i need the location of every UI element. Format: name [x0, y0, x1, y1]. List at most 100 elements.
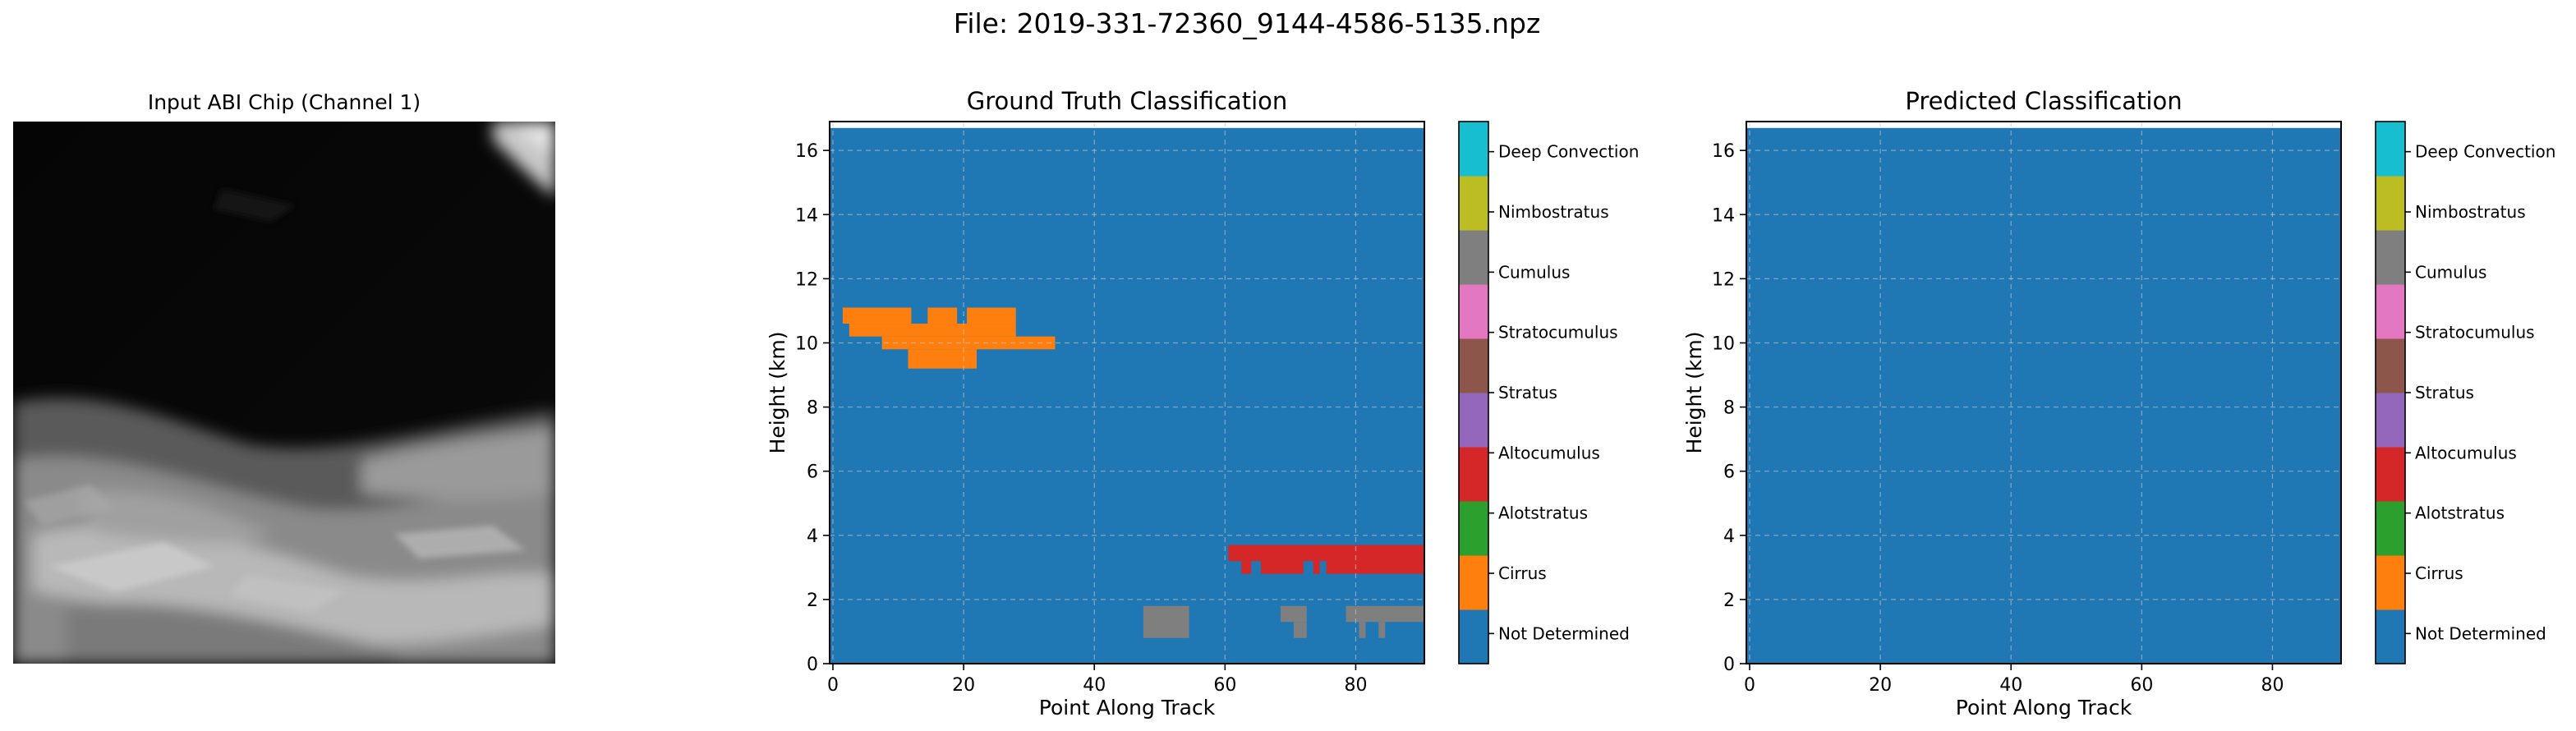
- colorbar-label: Deep Convection: [2415, 142, 2555, 162]
- class-region-cumulus: [1359, 622, 1366, 638]
- colorbar-segment: [1459, 393, 1488, 448]
- y-tick-label: 8: [1723, 398, 1735, 419]
- class-region-cumulus: [1280, 605, 1307, 623]
- class-region-cirrus: [927, 307, 958, 324]
- predicted-xlabel: Point Along Track: [1956, 696, 2132, 720]
- y-tick-label: 0: [807, 655, 818, 675]
- class-region-cumulus: [1143, 605, 1189, 638]
- colorbar-segment: [2376, 393, 2405, 448]
- y-tick-label: 2: [1723, 591, 1735, 611]
- y-tick-label: 12: [795, 269, 818, 290]
- y-tick-label: 6: [1723, 462, 1735, 483]
- class-region-altocumulus: [1261, 561, 1304, 574]
- colorbar-label: Not Determined: [2415, 623, 2546, 643]
- y-tick-label: 10: [1712, 333, 1735, 354]
- colorbar-segment: [2376, 447, 2405, 502]
- colorbar-segment: [2376, 609, 2405, 664]
- colorbar-segment: [2376, 501, 2405, 556]
- colorbar-segment: [1459, 230, 1488, 285]
- colorbar-segment: [2376, 122, 2405, 177]
- colorbar-label: Altocumulus: [2415, 443, 2517, 462]
- colorbar-label: Nimbostratus: [2415, 202, 2526, 222]
- y-tick-label: 16: [795, 141, 818, 162]
- colorbar-segment: [1459, 338, 1488, 393]
- x-tick-label: 80: [2261, 675, 2284, 696]
- colorbar-label: Cumulus: [2415, 262, 2486, 282]
- ground-truth-colorbar: Not Determined Cirrus Alotstratus Altocumul…: [1458, 121, 1639, 664]
- class-region-cirrus: [842, 307, 912, 324]
- y-tick-label: 4: [1723, 526, 1735, 547]
- class-region-cumulus: [1346, 605, 1424, 623]
- x-tick-label: 40: [1083, 675, 1106, 696]
- ground-truth-x-ticks: 0 20 40 60 80: [827, 664, 1367, 696]
- class-region-altocumulus: [1313, 561, 1320, 574]
- ground-truth-y-ticks: 0 2 4 6 8 10 12 14 16: [795, 141, 830, 675]
- colorbar-segment: [1459, 447, 1488, 502]
- x-tick-label: 0: [1744, 675, 1755, 696]
- class-region-cirrus: [908, 349, 978, 369]
- colorbar-label: Cumulus: [1498, 262, 1570, 282]
- y-tick-label: 14: [795, 205, 818, 226]
- colorbar-segment: [2376, 230, 2405, 285]
- colorbar-label: Stratus: [2415, 383, 2474, 402]
- colorbar-label: Not Determined: [1498, 623, 1630, 643]
- x-tick-label: 80: [1344, 675, 1367, 696]
- predicted-title: Predicted Classification: [1905, 87, 2182, 115]
- predicted-panel: Predicted Classification 0 20 40 60 80 0 2 4 6 8…: [1682, 87, 2555, 720]
- abi-chip-image: [13, 122, 555, 664]
- colorbar-segment: [2376, 284, 2405, 339]
- x-tick-label: 0: [827, 675, 839, 696]
- colorbar-label: Alotstratus: [1498, 503, 1588, 523]
- class-region-not-determined: [1746, 127, 2341, 664]
- y-tick-label: 8: [807, 398, 818, 419]
- abi-chip-panel: Input ABI Chip (Channel 1): [13, 90, 555, 664]
- figure-suptitle: File: 2019-331-72360_9144-4586-5135.npz: [954, 7, 1541, 39]
- colorbar-label: Nimbostratus: [1498, 202, 1609, 222]
- y-tick-label: 10: [795, 333, 818, 354]
- colorbar-label: Cirrus: [1498, 563, 1547, 583]
- class-region-altocumulus: [1241, 561, 1252, 574]
- y-tick-label: 12: [1712, 269, 1735, 290]
- y-tick-label: 0: [1723, 655, 1735, 675]
- ground-truth-plot-area: [829, 121, 1425, 664]
- ground-truth-xlabel: Point Along Track: [1039, 696, 1216, 720]
- colorbar-label: Stratus: [1498, 383, 1557, 402]
- colorbar-label: Alotstratus: [2415, 503, 2505, 523]
- colorbar-label: Deep Convection: [1498, 142, 1639, 162]
- colorbar-segment: [1459, 284, 1488, 339]
- axes-frame: [1746, 121, 2342, 664]
- axes-frame: [829, 121, 1425, 664]
- predicted-plot-area: [1746, 121, 2342, 664]
- class-region-not-determined: [830, 127, 1424, 664]
- x-tick-label: 60: [1213, 675, 1236, 696]
- colorbar-label: Altocumulus: [1498, 443, 1600, 462]
- class-region-cirrus: [849, 324, 1016, 337]
- x-tick-label: 20: [1869, 675, 1892, 696]
- class-region-cumulus: [1378, 622, 1386, 638]
- colorbar-segment: [1459, 609, 1488, 664]
- y-tick-label: 4: [807, 526, 818, 547]
- ground-truth-panel: Ground Truth Classification 0 20 40 60 80 0 2…: [766, 87, 1639, 720]
- x-tick-label: 20: [952, 675, 975, 696]
- x-tick-label: 60: [2130, 675, 2153, 696]
- y-tick-label: 6: [807, 462, 818, 483]
- colorbar-label: Stratocumulus: [2415, 323, 2535, 343]
- colorbar-label: Cirrus: [2415, 563, 2463, 583]
- class-region-cumulus: [1293, 622, 1307, 638]
- class-region-altocumulus: [1228, 545, 1424, 562]
- class-region-cirrus: [967, 307, 1016, 324]
- colorbar-segment: [1459, 501, 1488, 556]
- abi-chip-title: Input ABI Chip (Channel 1): [148, 90, 421, 114]
- y-tick-label: 16: [1712, 141, 1735, 162]
- y-tick-label: 2: [807, 591, 818, 611]
- ground-truth-title: Ground Truth Classification: [967, 87, 1288, 115]
- class-region-altocumulus: [1326, 561, 1424, 574]
- colorbar-segment: [2376, 555, 2405, 610]
- predicted-ylabel: Height (km): [1682, 332, 1706, 454]
- colorbar-label: Stratocumulus: [1498, 323, 1618, 343]
- colorbar-segment: [2376, 338, 2405, 393]
- colorbar-segment: [1459, 555, 1488, 610]
- x-tick-label: 40: [1999, 675, 2022, 696]
- predicted-y-ticks: 0 2 4 6 8 10 12 14 16: [1712, 141, 1746, 675]
